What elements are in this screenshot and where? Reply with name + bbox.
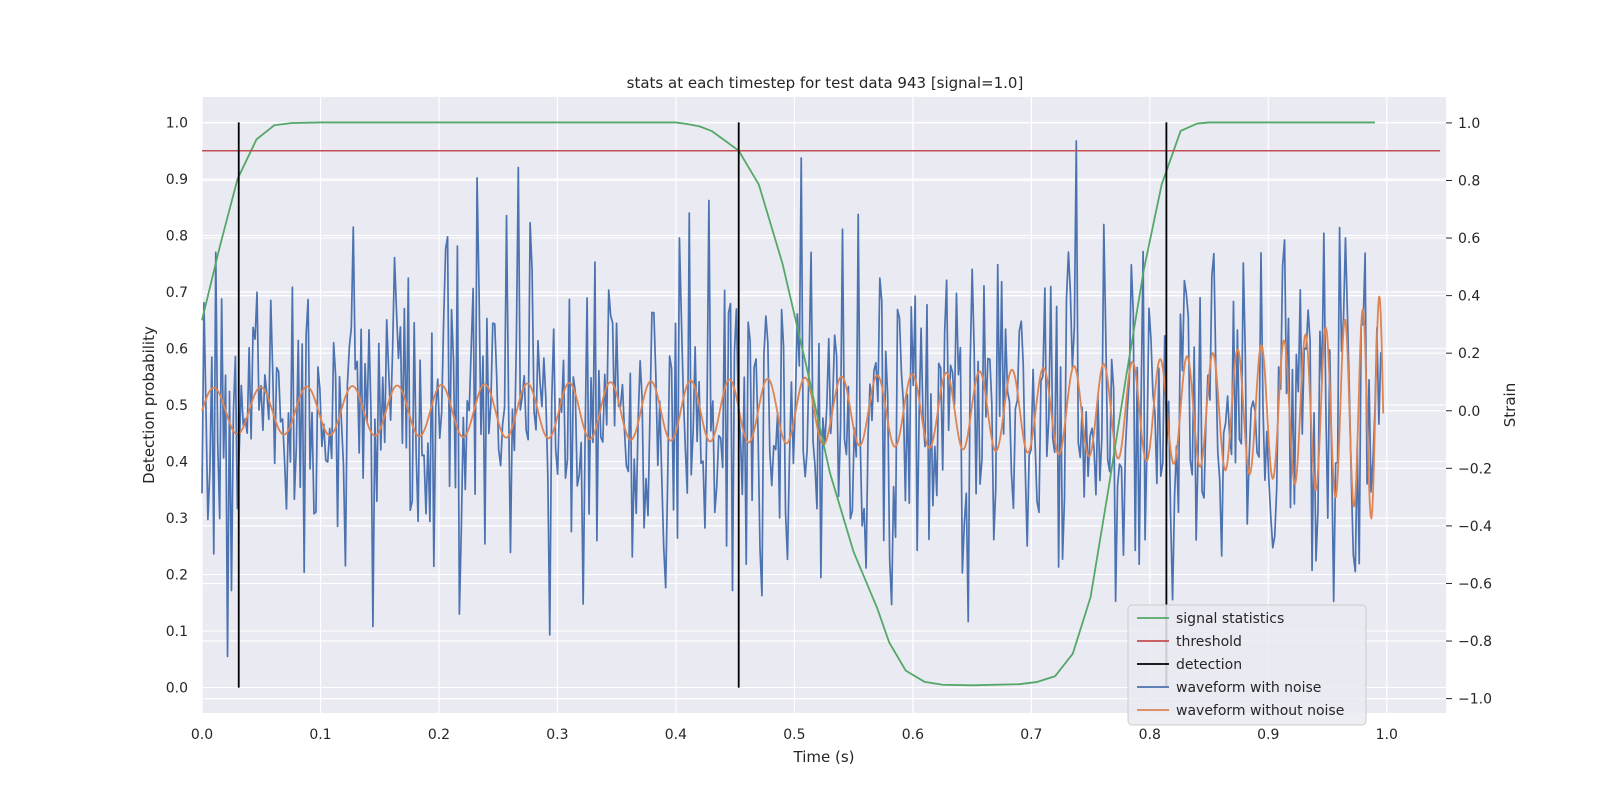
y-left-tick-label: 0.2 xyxy=(166,568,188,584)
grid-lines xyxy=(201,97,1446,713)
legend-label: waveform with noise xyxy=(1176,680,1321,696)
x-tick-label: 1.0 xyxy=(1376,727,1398,743)
legend-box xyxy=(1127,604,1367,726)
x-tick-label: 0.4 xyxy=(665,727,687,743)
y-right-tick-label: 0.6 xyxy=(1458,231,1480,247)
legend-label: threshold xyxy=(1176,634,1242,650)
x-tick-label: 0.5 xyxy=(783,727,805,743)
y-right-tick-label: 0.4 xyxy=(1458,289,1480,305)
x-tick-label: 0.3 xyxy=(546,727,568,743)
y-axis-right: −1.0 −0.8 −0.6 −0.4 −0.2 0.0 0.2 0.4 0.6 0.8 1.0 xyxy=(1446,116,1492,708)
y-right-tick-label: 1.0 xyxy=(1458,116,1480,132)
y-left-tick-label: 0.5 xyxy=(166,398,188,414)
legend-label: detection xyxy=(1176,657,1242,673)
y-left-tick-label: 0.3 xyxy=(166,511,188,527)
y-left-tick-label: 0.4 xyxy=(166,455,188,471)
y-left-tick-label: 1.0 xyxy=(166,115,188,131)
y-left-tick-label: 0.6 xyxy=(166,341,188,357)
x-axis: 0.0 0.1 0.2 0.3 0.4 0.5 0.6 0.7 0.8 0.9 1.0 xyxy=(191,727,1398,743)
legend-label: signal statistics xyxy=(1176,611,1284,627)
y-axis-right-label: Strain xyxy=(1501,383,1519,427)
y-left-tick-label: 0.1 xyxy=(166,624,188,640)
legend: signal statistics threshold detection wavef… xyxy=(1127,604,1367,726)
y-right-tick-label: −1.0 xyxy=(1458,692,1492,708)
y-axis-left: 0.0 0.1 0.2 0.3 0.4 0.5 0.6 0.7 0.8 0.9 1.0 xyxy=(166,115,188,696)
x-tick-label: 0.1 xyxy=(309,727,331,743)
y-axis-left-label: Detection probability xyxy=(140,326,158,484)
series-waveform-without-noise xyxy=(201,295,1385,520)
y-right-tick-label: 0.0 xyxy=(1458,404,1480,420)
y-right-tick-label: −0.8 xyxy=(1458,634,1492,650)
y-right-tick-label: 0.2 xyxy=(1458,346,1480,362)
y-left-tick-label: 0.8 xyxy=(166,228,188,244)
x-tick-label: 0.2 xyxy=(428,727,450,743)
x-tick-label: 0.7 xyxy=(1020,727,1042,743)
y-right-tick-label: −0.2 xyxy=(1458,461,1492,477)
x-tick-label: 0.9 xyxy=(1257,727,1279,743)
y-left-tick-label: 0.0 xyxy=(166,681,188,697)
y-right-tick-label: −0.4 xyxy=(1458,519,1492,535)
chart-title: stats at each timestep for test data 943… xyxy=(627,74,1024,92)
series-signal-statistics xyxy=(201,121,1375,687)
series-waveform-with-noise xyxy=(201,140,1382,658)
x-axis-label: Time (s) xyxy=(793,748,855,766)
y-left-tick-label: 0.7 xyxy=(166,285,188,301)
x-tick-label: 0.8 xyxy=(1139,727,1161,743)
legend-label: waveform without noise xyxy=(1176,703,1344,719)
x-tick-label: 0.6 xyxy=(902,727,924,743)
y-right-tick-label: 0.8 xyxy=(1458,173,1480,189)
series-layer xyxy=(201,121,1441,688)
y-right-tick-label: −0.6 xyxy=(1458,576,1492,592)
x-tick-label: 0.0 xyxy=(191,727,213,743)
y-left-tick-label: 0.9 xyxy=(166,172,188,188)
